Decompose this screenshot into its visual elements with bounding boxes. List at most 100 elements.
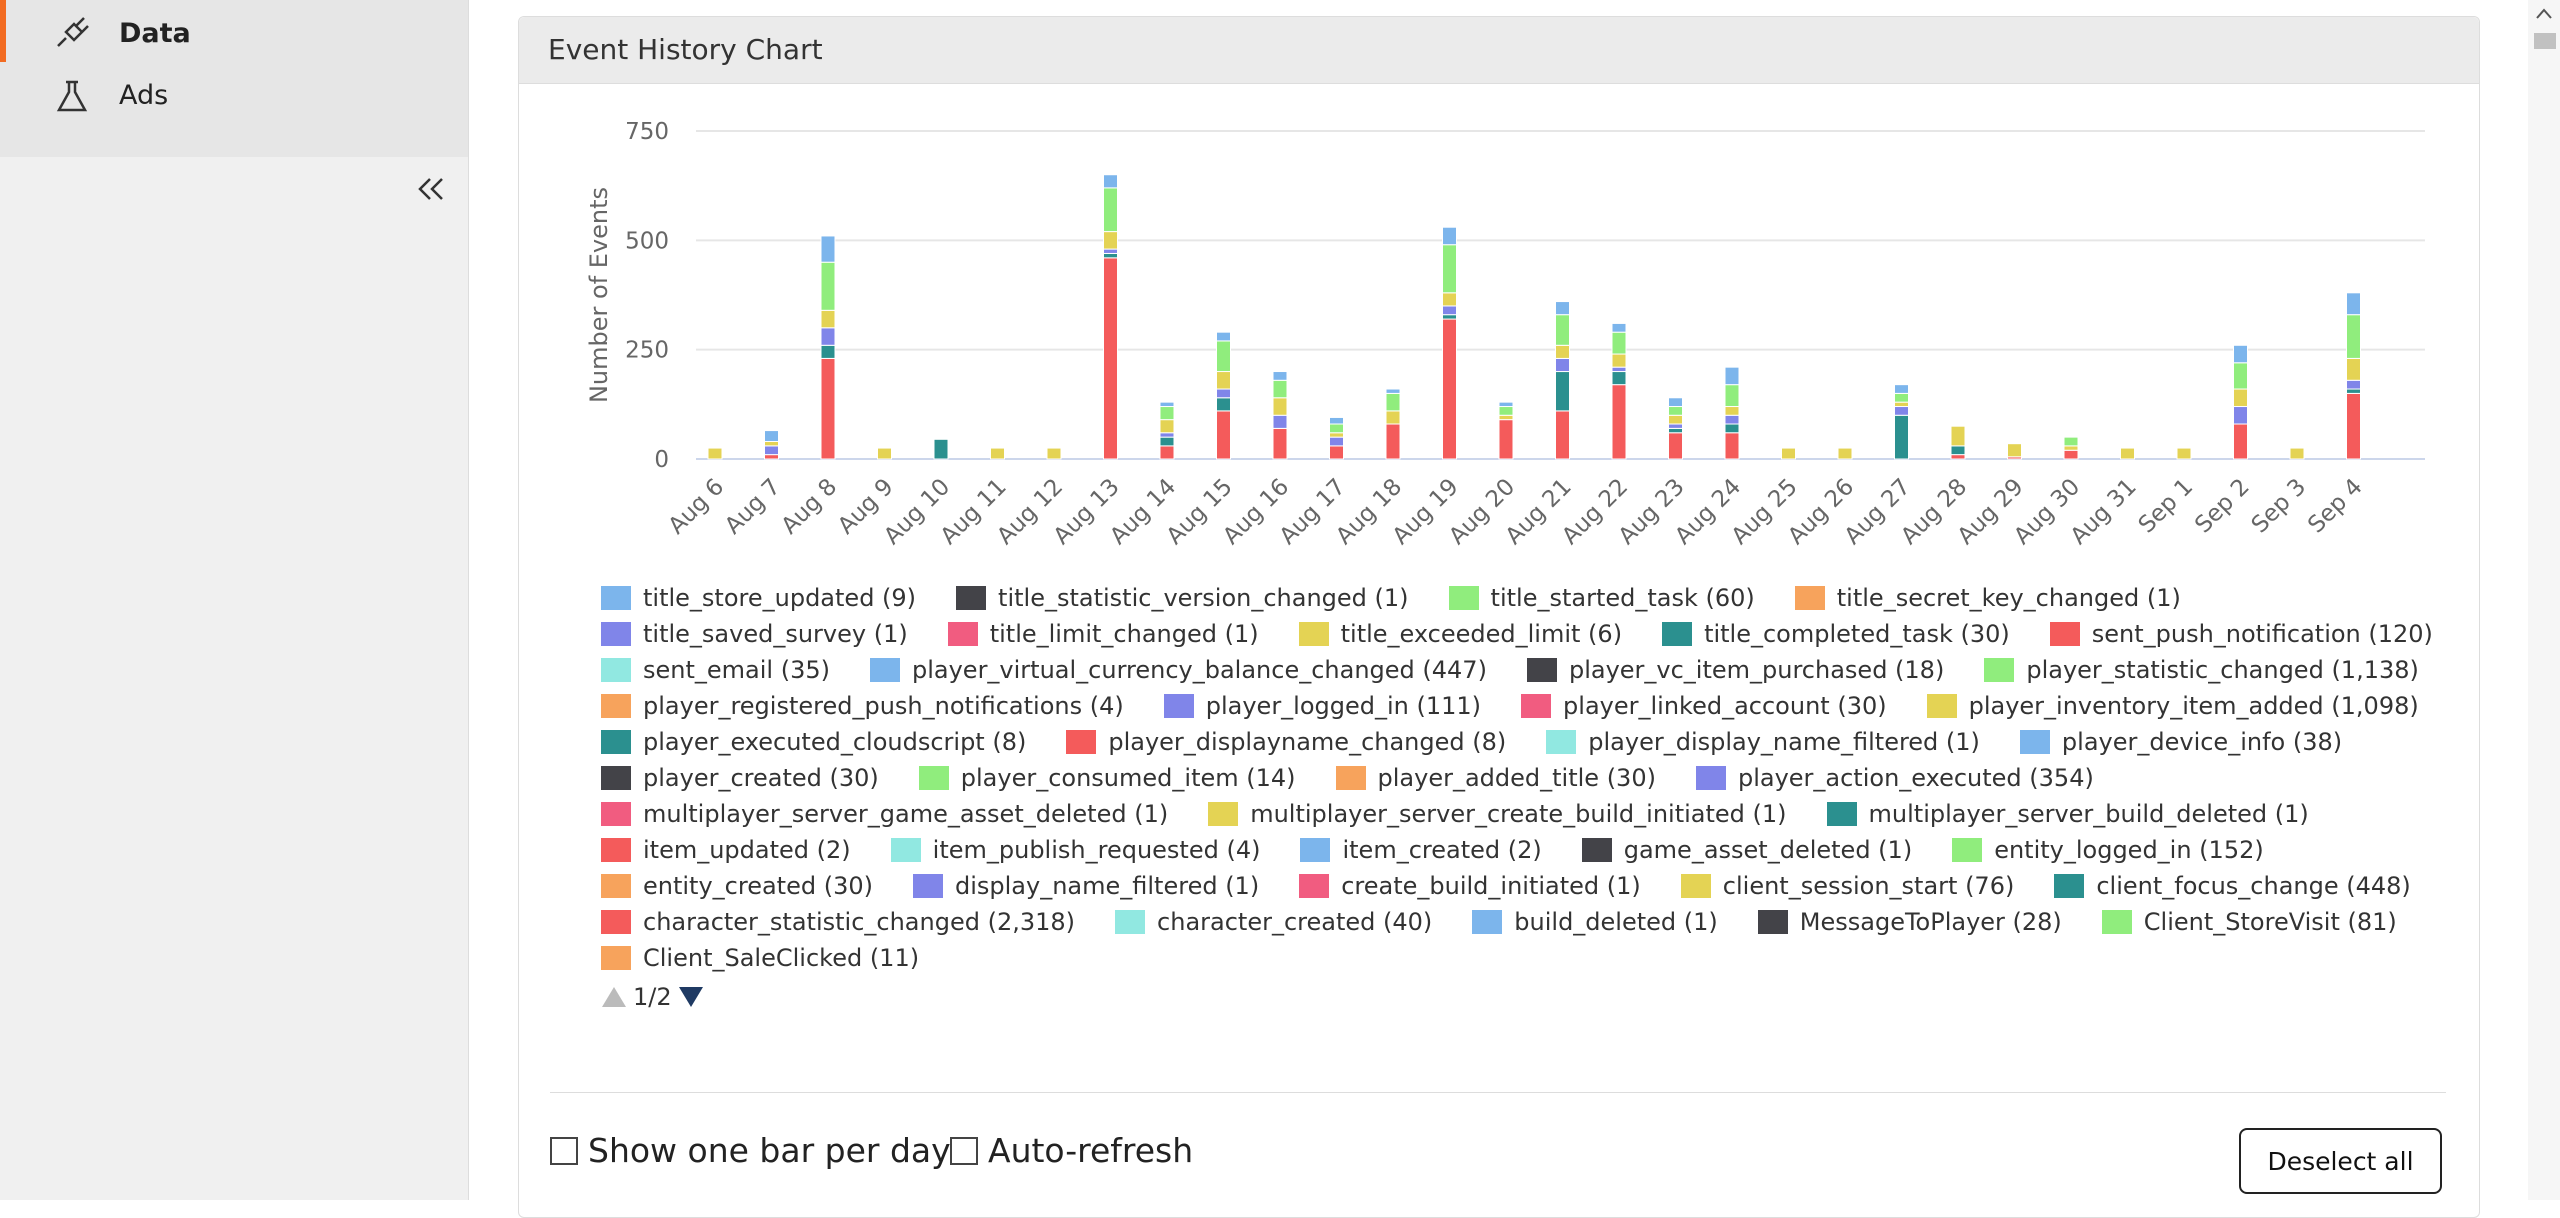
legend-item[interactable]: client_focus_change (448): [2054, 872, 2411, 900]
legend-item[interactable]: sent_email (35): [601, 655, 830, 684]
bar-segment: [1837, 447, 1853, 460]
legend-item[interactable]: client_session_start (76): [1680, 872, 2014, 900]
bar-segment: [1385, 392, 1401, 412]
bar-segment: [764, 430, 779, 443]
legend-item[interactable]: player_linked_account (30): [1521, 692, 1887, 720]
legend-item[interactable]: title_started_task (60): [1448, 584, 1755, 612]
checkbox-box[interactable]: [550, 1136, 578, 1165]
legend-item[interactable]: multiplayer_server_game_asset_deleted (1…: [601, 800, 1168, 828]
legend-item[interactable]: Client_SaleClicked (11): [601, 944, 919, 972]
legend-item[interactable]: player_action_executed (354): [1695, 764, 2094, 792]
bar-segment: [1442, 318, 1457, 460]
legend-item[interactable]: player_created (30): [601, 764, 879, 792]
legend-item[interactable]: display_name_filtered (1): [912, 872, 1259, 900]
deselect-button[interactable]: Deselect all: [2239, 1128, 2442, 1194]
bar-segment: [1216, 388, 1231, 399]
bar-segment: [1611, 331, 1627, 355]
checkbox[interactable]: Auto-refresh: [950, 1131, 1193, 1170]
legend-item[interactable]: item_publish_requested (4): [890, 836, 1260, 864]
legend-item[interactable]: title_store_updated (9): [601, 584, 916, 612]
nav-group: Data Ads: [0, 0, 468, 157]
legend-item[interactable]: game_asset_deleted (1): [1581, 836, 1912, 864]
bar-segment: [1159, 401, 1175, 408]
legend-item[interactable]: multiplayer_server_create_build_initiate…: [1208, 799, 1787, 828]
bar-segment: [1329, 416, 1344, 425]
legend-swatch: [1826, 801, 1857, 826]
bar-segment: [1498, 406, 1514, 416]
bar-segment: [1103, 187, 1118, 233]
scrollbar[interactable]: [2528, 0, 2560, 1200]
bar-segment: [877, 447, 892, 460]
legend-item[interactable]: item_updated (2): [601, 836, 851, 864]
legend-item[interactable]: entity_created (30): [601, 872, 873, 900]
legend-item[interactable]: player_vc_item_purchased (18): [1526, 656, 1944, 684]
legend-item[interactable]: player_statistic_changed (1,138): [1984, 656, 2419, 684]
legend-item[interactable]: title_limit_changed (1): [947, 619, 1259, 648]
bar-segment: [1668, 427, 1683, 434]
legend-label: multiplayer_server_build_deleted (1): [1868, 799, 2309, 828]
legend-item[interactable]: title_statistic_version_changed (1): [956, 584, 1409, 612]
legend-item[interactable]: Client_StoreVisit (81): [2101, 908, 2397, 936]
legend-item[interactable]: player_inventory_item_added (1,098): [1926, 692, 2419, 720]
legend-label: player_device_info (38): [2061, 727, 2343, 756]
legend-swatch: [1757, 909, 1788, 934]
legend-item[interactable]: player_consumed_item (14): [918, 764, 1296, 792]
legend-item[interactable]: sent_push_notification (120): [2049, 620, 2433, 648]
legend-item[interactable]: player_logged_in (111): [1163, 692, 1481, 720]
checkbox-box[interactable]: [950, 1136, 978, 1165]
bar-segment: [1724, 406, 1740, 416]
legend-swatch: [1521, 693, 1552, 718]
bar-segment: [1498, 419, 1514, 460]
legend-item[interactable]: MessageToPlayer (28): [1757, 908, 2062, 936]
legend-label: title_limit_changed (1): [989, 619, 1259, 648]
legend-item[interactable]: title_saved_survey (1): [601, 620, 908, 648]
bar-segment: [2233, 344, 2248, 364]
nav-item[interactable]: Ads: [119, 80, 169, 111]
legend-label: sent_email (35): [643, 655, 830, 684]
legend-swatch: [947, 621, 978, 646]
legend-swatch: [1115, 909, 1146, 934]
bar-segment: [1555, 357, 1570, 373]
legend-label: title_exceeded_limit (6): [1340, 619, 1623, 648]
legend-swatch: [1984, 657, 2015, 682]
pager-up[interactable]: [601, 985, 627, 1009]
legend-item[interactable]: entity_logged_in (152): [1952, 835, 2264, 864]
legend-label: entity_logged_in (152): [1994, 835, 2264, 864]
legend-item[interactable]: character_statistic_changed (2,318): [601, 908, 1075, 936]
bar-segment: [1272, 379, 1288, 399]
legend-item[interactable]: character_created (40): [1115, 908, 1432, 936]
checkbox[interactable]: Show one bar per day: [550, 1131, 951, 1170]
legend-label: title_completed_task (30): [1704, 619, 2010, 648]
legend-item[interactable]: player_executed_cloudscript (8): [601, 728, 1026, 756]
legend-label: player_added_title (30): [1377, 763, 1656, 792]
legend-item[interactable]: item_created (2): [1300, 836, 1542, 864]
pager-down[interactable]: [678, 985, 704, 1009]
legend-swatch: [1472, 909, 1503, 934]
legend-item[interactable]: player_added_title (30): [1335, 763, 1656, 792]
legend-item[interactable]: multiplayer_server_build_deleted (1): [1826, 799, 2309, 828]
bar-segment: [820, 309, 836, 329]
legend-item[interactable]: title_completed_task (30): [1662, 619, 2010, 648]
bar-segment: [1555, 314, 1570, 346]
legend-item[interactable]: player_virtual_currency_balance_changed …: [869, 656, 1487, 684]
legend-swatch: [601, 729, 631, 754]
legend-swatch: [1581, 837, 1612, 862]
bar-segment: [1272, 371, 1288, 381]
legend-item[interactable]: player_registered_push_notifications (4): [601, 692, 1124, 720]
legend-item[interactable]: player_display_name_filtered (1): [1546, 728, 1980, 756]
legend-item[interactable]: title_secret_key_changed (1): [1794, 584, 2181, 612]
card-title: Event History Chart: [519, 17, 2479, 84]
legend-label: multiplayer_server_create_build_initiate…: [1250, 799, 1787, 828]
legend-swatch: [601, 657, 631, 682]
x-tick-label: Aug 7: [720, 474, 786, 540]
legend-item[interactable]: player_displayname_changed (8): [1066, 728, 1506, 756]
bar-segment: [1668, 423, 1683, 429]
collapse-button[interactable]: [416, 176, 446, 202]
legend-item[interactable]: title_exceeded_limit (6): [1298, 619, 1623, 648]
nav-item[interactable]: Data: [119, 18, 191, 49]
legend-swatch: [1680, 873, 1711, 898]
legend-item[interactable]: build_deleted (1): [1472, 908, 1718, 936]
legend-item[interactable]: create_build_initiated (1): [1299, 872, 1641, 900]
bar-segment: [1950, 425, 1966, 447]
legend-item[interactable]: player_device_info (38): [2019, 727, 2343, 756]
